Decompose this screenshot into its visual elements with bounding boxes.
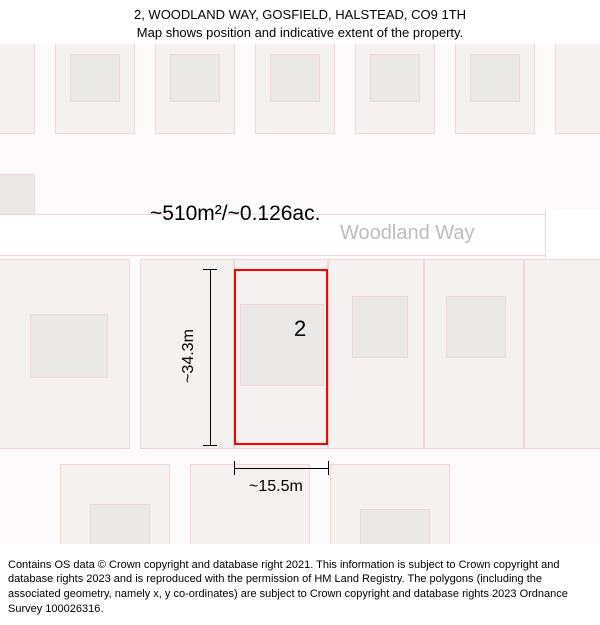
building-footprint [30,314,108,378]
building-footprint [352,296,408,358]
house-number: 2 [294,316,306,342]
building-footprint [360,509,430,544]
highlighted-property [234,269,328,445]
dimension-label-vertical: ~34.3m [180,329,198,383]
building-footprint [170,54,220,102]
building-footprint [370,54,420,102]
parcel-outline [0,44,35,134]
page-title: 2, WOODLAND WAY, GOSFIELD, HALSTEAD, CO9… [10,6,590,24]
building-footprint [470,54,520,102]
building-footprint [90,504,150,544]
dimension-label-horizontal: ~15.5m [249,478,303,496]
building-footprint [446,296,506,358]
copyright-footer: Contains OS data © Crown copyright and d… [0,552,600,625]
parcel-outline [555,44,600,134]
parcel-outline [190,464,310,544]
map-canvas: Woodland Way ~510m²/~0.126ac. 2 ~34.3m ~15.5… [0,44,600,544]
area-label: ~510m²/~0.126ac. [150,202,320,226]
dimension-cap [203,269,217,270]
dimension-cap [328,461,329,475]
dimension-cap [203,445,217,446]
page-subtitle: Map shows position and indicative extent… [10,24,590,42]
road-label: Woodland Way [340,222,475,245]
dimension-line-horizontal [234,468,328,469]
header: 2, WOODLAND WAY, GOSFIELD, HALSTEAD, CO9… [0,0,600,46]
dimension-cap [234,461,235,475]
parcel-outline [524,259,600,449]
building-footprint [270,54,320,102]
building-footprint [70,54,120,102]
dimension-line-vertical [210,269,211,445]
